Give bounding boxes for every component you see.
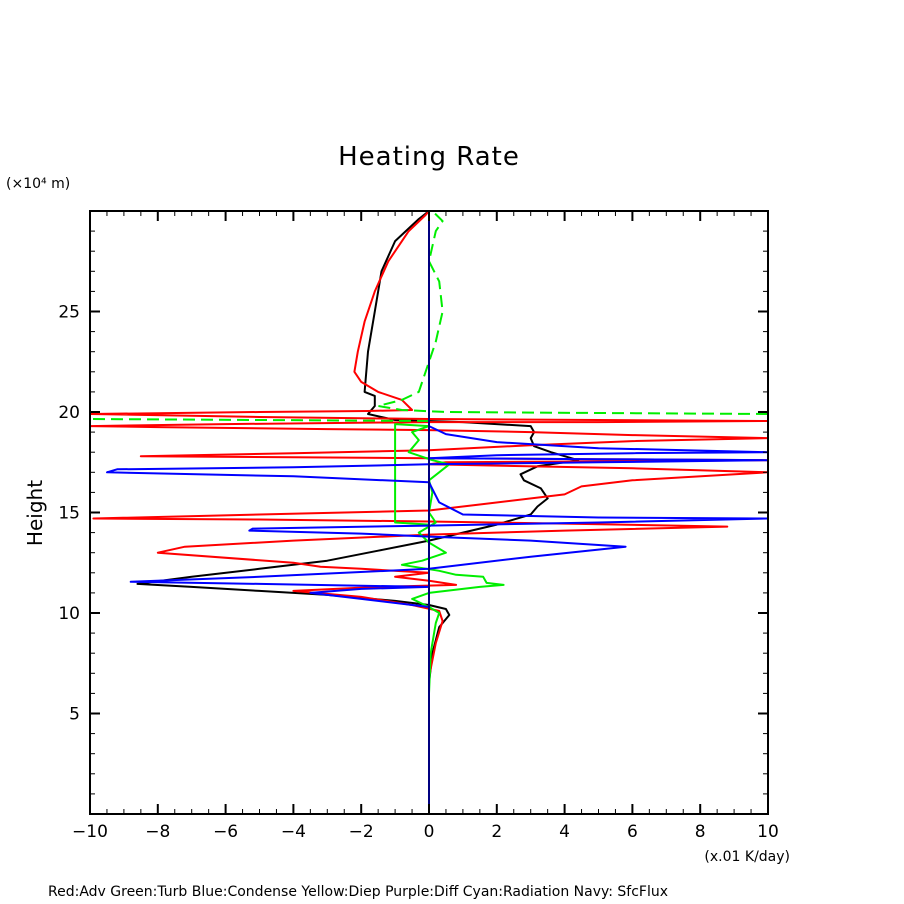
y-tick-label: 25	[58, 303, 80, 323]
y-tick-label: 10	[58, 604, 80, 624]
x-tick-label: −6	[213, 822, 238, 842]
x-tick-label: 8	[695, 822, 706, 842]
y-axis-label: Height	[23, 480, 47, 546]
x-tick-label: 0	[424, 822, 435, 842]
x-tick-label: −4	[281, 822, 306, 842]
series-turb-upper-line	[377, 211, 768, 415]
chart-title: Heating Rate	[338, 142, 520, 172]
x-tick-labels: −10 −8 −6 −4 −2 0 2 4 6 8 10	[72, 822, 779, 842]
x-tick-label: 4	[559, 822, 570, 842]
series-adv-line	[90, 211, 768, 814]
series-turb-line	[394, 423, 505, 814]
x-tick-label: −2	[349, 822, 374, 842]
series-layer	[90, 211, 768, 814]
y-unit-label: (×10⁴ m)	[6, 176, 70, 192]
x-tick-label: 10	[757, 822, 779, 842]
x-tick-label: −8	[145, 822, 170, 842]
series-condense-line	[106, 425, 768, 814]
x-tick-label: 6	[627, 822, 638, 842]
legend-text: Red:Adv Green:Turb Blue:Condense Yellow:…	[48, 884, 668, 900]
y-tick-labels: 5 10 15 20 25	[58, 303, 80, 725]
x-tick-label: −10	[72, 822, 108, 842]
x-axis-label: (x.01 K/day)	[704, 849, 790, 865]
y-tick-label: 20	[58, 403, 80, 423]
y-tick-label: 15	[58, 504, 80, 524]
ticks-layer	[89, 210, 769, 815]
x-tick-label: 2	[491, 822, 502, 842]
series-turb-band-line	[90, 418, 430, 422]
y-tick-label: 5	[69, 705, 80, 725]
